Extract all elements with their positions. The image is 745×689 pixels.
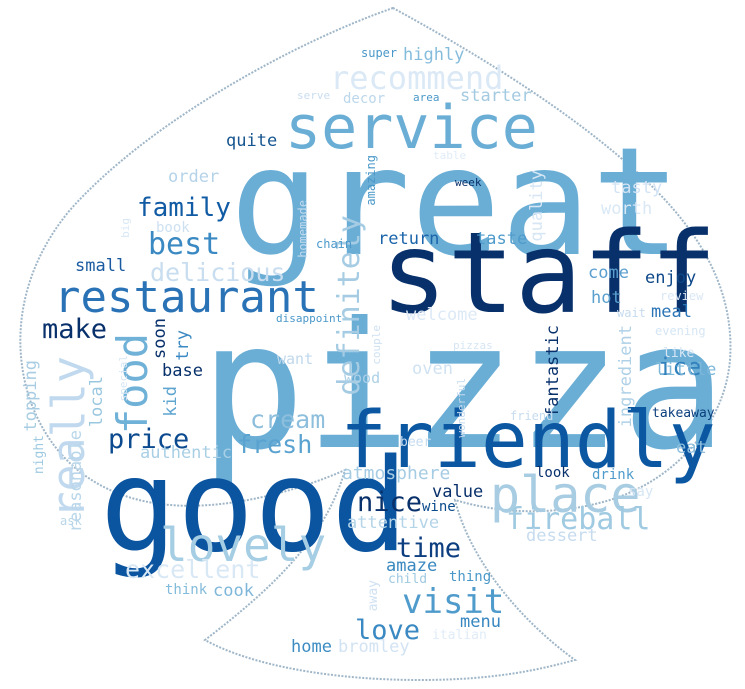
word-friendly: friendly (340, 396, 716, 486)
word-wait: wait (617, 306, 646, 320)
word-wine: wine (422, 499, 456, 515)
word-quality: quality (527, 170, 547, 242)
word-little: little (655, 360, 717, 380)
word-couple: couple (370, 325, 383, 365)
word-kid: kid (161, 386, 181, 417)
word-best: best (148, 227, 221, 262)
word-amazing: amazing (364, 155, 378, 206)
word-pizzas: pizzas (453, 339, 493, 352)
word-evening: evening (655, 324, 706, 338)
word-highly: highly (403, 45, 465, 65)
word-think: think (165, 582, 208, 598)
word-place: place (490, 466, 641, 524)
word-come: come (588, 263, 629, 283)
word-fantastic: fantastic (543, 325, 563, 418)
word-night: night (32, 435, 47, 475)
word-small: small (75, 256, 127, 276)
word-thing: thing (449, 569, 492, 585)
word-takeaway: takeaway (652, 406, 715, 421)
word-ingredient: ingredient (616, 325, 636, 428)
word-cook: cook (213, 581, 254, 601)
word-ask: ask (60, 514, 82, 528)
word-friend: friend (510, 409, 554, 423)
word-atmosphere: atmosphere (342, 463, 451, 484)
word-staff: staff (380, 209, 718, 339)
word-want: want (277, 350, 314, 368)
word-book: book (156, 220, 190, 236)
word-order: order (168, 167, 220, 187)
word-cream: cream (250, 405, 326, 434)
word-wood: wood (344, 369, 381, 387)
word-return: return (378, 229, 440, 249)
word-amaze: amaze (386, 556, 438, 576)
word-bromley: bromley (338, 637, 410, 657)
word-decor: decor (343, 91, 386, 107)
word-delicious: delicious (150, 258, 286, 287)
word-look: look (536, 465, 570, 481)
word-base: base (162, 361, 203, 381)
word-eat: eat (676, 438, 707, 458)
word-tasty: tasty (611, 178, 663, 198)
word-love: love (355, 615, 421, 646)
word-service: service (285, 93, 538, 163)
word-disappoint: disappoint (276, 312, 343, 325)
word-beer: beer (400, 435, 432, 450)
word-nice: nice (357, 487, 423, 518)
word-time: time (396, 533, 462, 564)
word-starter: starter (460, 86, 532, 106)
word-child: child (388, 572, 428, 587)
word-recommend: recommend (330, 59, 504, 97)
word-italian: italian (432, 628, 487, 643)
word-good: good (100, 432, 409, 581)
word-big: big (119, 218, 132, 238)
word-away: away (366, 580, 381, 612)
word-special: special (117, 355, 130, 402)
word-enjoy: enjoy (645, 268, 697, 288)
word-table: table (433, 149, 467, 162)
word-area: area (413, 91, 440, 104)
word-pizza: pizza (200, 286, 727, 489)
word-price: price (108, 424, 190, 455)
word-quite: quite (226, 131, 278, 151)
word-worth: worth (601, 199, 653, 219)
word-value: value (432, 482, 484, 502)
word-fireball: fireball (506, 502, 651, 537)
word-like: like (663, 346, 695, 361)
spade-shape (19, 6, 732, 682)
word-oven: oven (412, 359, 453, 379)
word-topping: topping (21, 360, 41, 432)
word-review: review (660, 289, 704, 303)
word-menu: menu (460, 612, 501, 632)
word-ice: ice (658, 353, 702, 381)
word-taste: taste (476, 229, 528, 249)
word-chain: chain (316, 237, 353, 251)
word-try: try (173, 330, 193, 361)
word-meal: meal (651, 302, 692, 322)
word-serve: serve (297, 89, 331, 102)
word-dessert: dessert (526, 526, 598, 546)
word-hot: hot (591, 288, 622, 308)
word-week: week (455, 176, 482, 189)
word-super: super (361, 46, 398, 60)
word-authentic: authentic (140, 443, 233, 463)
word-make: make (42, 314, 108, 345)
word-lovely: lovely (160, 518, 327, 572)
word-local: local (87, 376, 107, 428)
word-drink: drink (592, 467, 635, 483)
word-fresh: fresh (237, 430, 313, 459)
word-family: family (137, 193, 231, 223)
word-restaurant: restaurant (54, 272, 319, 323)
word-home: home (291, 637, 332, 657)
word-excellent: excellent (125, 555, 261, 584)
word-homemade: homemade (296, 200, 310, 258)
word-soon: soon (150, 318, 170, 359)
word-great: great (230, 116, 682, 290)
word-wonderful: wonderful (455, 378, 468, 438)
word-say: say (628, 484, 654, 500)
word-welcome: welcome (406, 305, 478, 325)
word-attentive: attentive (347, 513, 440, 533)
word-visit: visit (402, 582, 505, 622)
